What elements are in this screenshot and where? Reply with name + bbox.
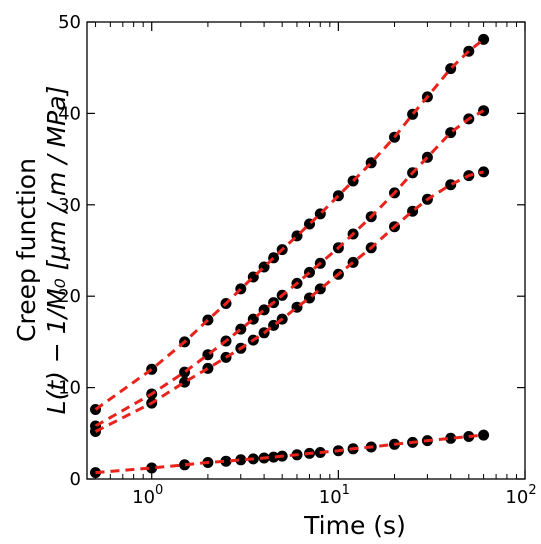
fit-line bbox=[94, 170, 484, 433]
plot-content bbox=[90, 33, 490, 479]
x-tick-label: 102 bbox=[505, 483, 536, 508]
data-point bbox=[235, 454, 247, 466]
plot-frame bbox=[86, 21, 526, 480]
fit-line bbox=[94, 109, 485, 428]
data-point bbox=[146, 462, 158, 474]
x-tick-label: 101 bbox=[319, 483, 350, 508]
y-axis-label-line2: L(t) − 1/M₀ [μm / m / MPa] bbox=[42, 86, 71, 415]
data-point bbox=[268, 451, 280, 463]
y-tick-label: 0 bbox=[70, 469, 81, 490]
y-tick-label: 50 bbox=[58, 12, 81, 33]
data-point bbox=[478, 33, 490, 45]
x-tick-label: 100 bbox=[132, 483, 163, 508]
y-tick-label: 40 bbox=[58, 103, 81, 124]
y-tick-label: 10 bbox=[58, 378, 81, 399]
y-tick-label: 30 bbox=[58, 195, 81, 216]
y-axis-label-line1: Creep function bbox=[12, 158, 41, 342]
fit-line bbox=[95, 433, 484, 475]
data-point bbox=[179, 459, 191, 471]
data-point bbox=[478, 429, 490, 441]
data-point bbox=[445, 432, 457, 444]
x-axis-label: Time (s) bbox=[303, 511, 406, 540]
data-point bbox=[220, 455, 232, 467]
fit-line bbox=[94, 38, 485, 411]
y-tick-label: 20 bbox=[58, 286, 81, 307]
